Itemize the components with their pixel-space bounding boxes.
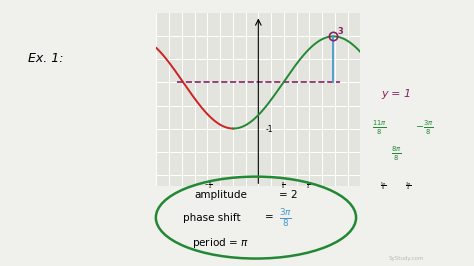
Text: 5yStudy.com: 5yStudy.com <box>389 256 424 261</box>
Text: -1: -1 <box>266 125 273 134</box>
Text: $-\frac{3\pi}{8}$: $-\frac{3\pi}{8}$ <box>415 119 433 137</box>
Text: $\frac{\pi}{4}$: $\frac{\pi}{4}$ <box>306 180 310 191</box>
Text: $\frac{3\pi}{4}$: $\frac{3\pi}{4}$ <box>405 180 411 192</box>
Text: phase shift: phase shift <box>183 213 241 223</box>
Text: $\frac{\pi}{8}$: $\frac{\pi}{8}$ <box>281 180 285 191</box>
Text: $\frac{8\pi}{8}$: $\frac{8\pi}{8}$ <box>391 145 401 163</box>
Text: $\frac{11\pi}{8}$: $\frac{11\pi}{8}$ <box>372 119 387 137</box>
Text: y = 1: y = 1 <box>382 89 412 99</box>
Text: =: = <box>265 213 274 223</box>
Text: 3: 3 <box>338 27 344 36</box>
Text: Ex. 1:: Ex. 1: <box>28 52 64 65</box>
Text: period = $\pi$: period = $\pi$ <box>192 236 249 250</box>
Text: amplitude: amplitude <box>194 190 247 200</box>
Text: = 2: = 2 <box>279 190 297 200</box>
Text: $\frac{3\pi}{8}$: $\frac{3\pi}{8}$ <box>279 207 292 228</box>
Text: $-\frac{\pi}{4}$: $-\frac{\pi}{4}$ <box>204 180 212 191</box>
Text: $\frac{5\pi}{8}$: $\frac{5\pi}{8}$ <box>380 180 386 192</box>
